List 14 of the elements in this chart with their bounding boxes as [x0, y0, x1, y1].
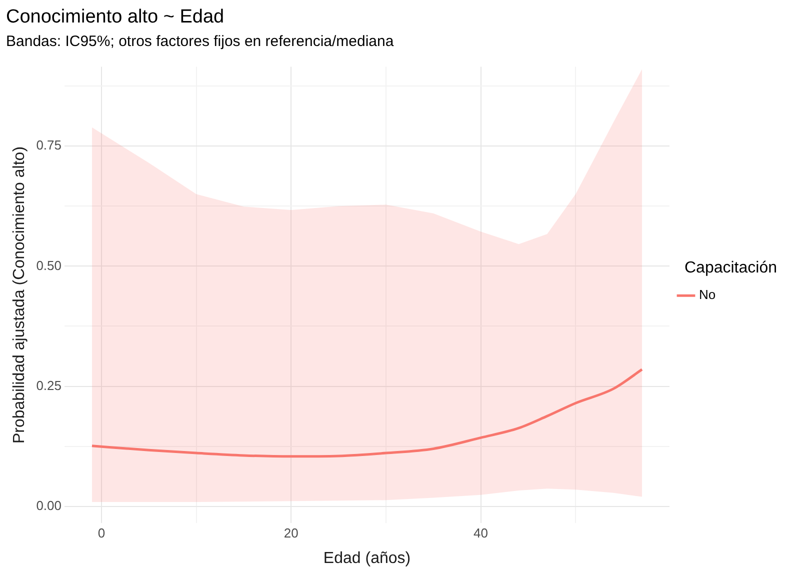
x-tick-label: 40 — [474, 526, 488, 541]
y-tick-label: 0.25 — [36, 378, 62, 393]
chart-title: Conocimiento alto ~ Edad — [6, 6, 224, 28]
x-tick-label: 20 — [284, 526, 298, 541]
legend-label: No — [699, 287, 716, 302]
y-axis-title: Probabilidad ajustada (Conocimiento alto) — [11, 146, 28, 444]
chart-subtitle: Bandas: IC95%; otros factores fijos en referencia/mediana — [6, 32, 394, 50]
y-tick-label: 0.00 — [36, 498, 62, 513]
y-tick-label: 0.75 — [36, 138, 62, 153]
line-series — [90, 368, 644, 458]
legend-title: Capacitación — [684, 259, 777, 276]
x-tick-label: 0 — [98, 526, 106, 541]
x-axis-title: Edad (años) — [323, 550, 411, 567]
y-tick-label: 0.50 — [36, 258, 62, 273]
